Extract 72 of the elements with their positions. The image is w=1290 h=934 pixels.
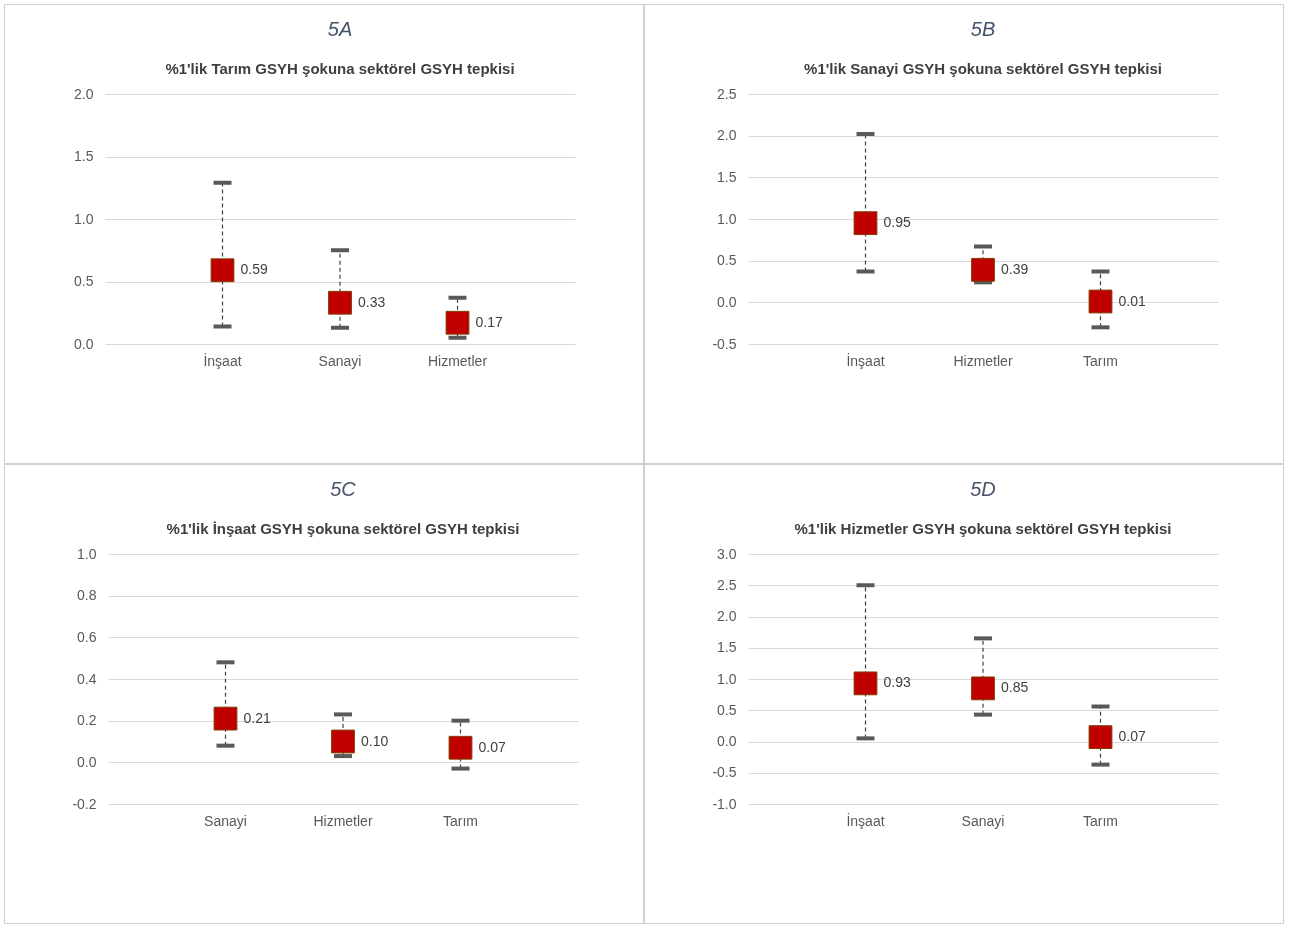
y-tick-label: -0.2 [71, 795, 97, 812]
point [210, 258, 235, 283]
y-tick-label: 2.5 [716, 576, 737, 593]
x-tick-label: Tarım [1082, 812, 1118, 829]
y-tick-label: 2.0 [716, 127, 737, 144]
y-tick-label: 0.4 [76, 670, 97, 687]
x-tick-label: İnşaat [203, 351, 242, 369]
y-tick-label: 0.0 [716, 293, 737, 310]
data-label: 0.07 [1118, 728, 1146, 745]
y-tick-label: 1.0 [716, 210, 737, 227]
x-tick-label: Sanayi [318, 352, 362, 369]
chart-title: 5D [969, 478, 996, 500]
y-tick-label: 1.5 [74, 148, 94, 164]
y-tick-label: 1.0 [74, 210, 94, 227]
x-tick-label: Hizmetler [312, 812, 373, 829]
chart-subtitle: %1'lik Hizmetler GSYH şokuna sektörel GSYH tepkisi [793, 520, 1172, 537]
x-tick-label: Tarım [442, 812, 478, 829]
y-tick-label: 2.5 [716, 85, 737, 102]
y-tick-label: 0.5 [716, 701, 737, 718]
chart-subtitle: %1'lik İnşaat GSYH şokuna sektörel GSYH tepkisi [166, 520, 519, 537]
chart-subtitle: %1'lik Tarım GSYH şokuna sektörel GSYH tepkisi [165, 60, 515, 77]
x-tick-label: İnşaat [845, 811, 885, 829]
y-tick-label: 1.0 [76, 545, 97, 562]
point [1088, 725, 1112, 750]
y-tick-label: 0.5 [74, 273, 94, 289]
point [853, 671, 877, 696]
data-label: 0.39 [1000, 260, 1028, 277]
point [970, 676, 995, 701]
point [330, 729, 355, 754]
data-label: 0.10 [360, 732, 388, 749]
y-tick-label: 0.0 [74, 335, 94, 352]
point [445, 310, 470, 335]
point [328, 290, 352, 315]
data-label: 0.01 [1118, 292, 1146, 309]
y-tick-label: -0.5 [711, 335, 737, 352]
chart-title: 5A [327, 18, 353, 40]
point [970, 257, 995, 282]
y-tick-label: 2.0 [716, 608, 737, 624]
point [853, 211, 877, 236]
y-tick-label: 1.5 [716, 639, 737, 656]
x-tick-label: Sanayi [203, 812, 247, 829]
data-label: 0.07 [478, 738, 506, 755]
y-tick-label: 0.5 [716, 252, 737, 269]
x-tick-label: Hizmetler [427, 352, 488, 369]
y-tick-label: 0.6 [76, 628, 97, 645]
data-label: 0.33 [358, 293, 386, 310]
point [448, 735, 472, 760]
data-label: 0.59 [240, 261, 268, 278]
data-label: 0.21 [243, 709, 271, 726]
chart-title: 5B [970, 18, 995, 40]
data-label: 0.85 [1000, 679, 1028, 696]
y-tick-label: 2.0 [74, 85, 94, 102]
chart-subtitle: %1'lik Sanayi GSYH şokuna sektörel GSYH tepkisi [803, 60, 1162, 77]
y-tick-label: 0.2 [76, 712, 97, 729]
y-tick-label: -0.5 [711, 764, 737, 781]
point [213, 706, 237, 731]
y-tick-label: 3.0 [716, 545, 737, 562]
y-tick-label: 1.5 [716, 168, 737, 185]
data-label: 0.95 [883, 214, 911, 231]
y-tick-label: -1.0 [711, 795, 737, 812]
x-tick-label: Hizmetler [952, 352, 1013, 369]
y-tick-label: 0.0 [76, 753, 97, 770]
y-tick-label: 0.8 [76, 587, 97, 604]
point [1088, 289, 1112, 314]
data-label: 0.17 [475, 313, 503, 330]
x-tick-label: Tarım [1082, 352, 1118, 369]
y-tick-label: 1.0 [716, 670, 737, 687]
y-tick-label: 0.0 [716, 733, 737, 749]
x-tick-label: Sanayi [961, 812, 1004, 829]
chart-title: 5C [329, 478, 356, 500]
x-tick-label: İnşaat [845, 351, 885, 369]
data-label: 0.93 [883, 674, 911, 691]
